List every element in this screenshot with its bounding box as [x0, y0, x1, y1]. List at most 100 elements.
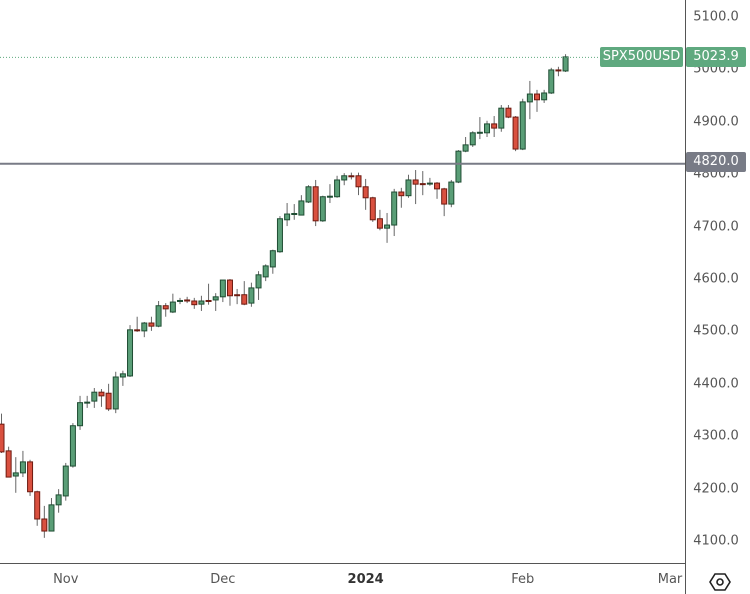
candle-up — [462, 144, 469, 152]
price-tick-label: 4200.0 — [693, 481, 739, 497]
candle-down — [234, 294, 241, 297]
candle-up — [155, 305, 162, 327]
candle-up — [169, 301, 176, 313]
candle-up — [119, 373, 126, 378]
candle-down — [434, 182, 441, 190]
candle-up — [405, 179, 412, 197]
candle-down — [205, 299, 212, 302]
candle-down — [369, 197, 376, 221]
candle-down — [412, 179, 419, 185]
candle-up — [291, 213, 298, 215]
candle-down — [534, 93, 540, 101]
candle-down — [191, 300, 198, 306]
time-tick-label: Nov — [53, 572, 79, 587]
candle-down — [355, 175, 362, 188]
candle-up — [548, 69, 555, 94]
candle-up — [255, 274, 262, 289]
candle-down — [98, 391, 105, 397]
candle-up — [141, 322, 148, 332]
candle-down — [184, 299, 191, 302]
candle-up — [248, 287, 255, 304]
candle-up — [455, 150, 462, 183]
candle-down — [312, 186, 319, 222]
candle-down — [226, 279, 233, 297]
price-tick-label: 4500.0 — [693, 323, 739, 339]
candle-up — [326, 195, 333, 198]
candle-down — [555, 69, 562, 72]
price-tick-label: 4600.0 — [693, 271, 739, 287]
candles — [0, 54, 569, 538]
candle-down — [0, 423, 5, 453]
candle-up — [127, 329, 134, 377]
candle-down — [348, 175, 355, 178]
candle-up — [69, 425, 76, 467]
price-tick-label: 4100.0 — [693, 533, 739, 549]
candle-up — [426, 182, 433, 185]
candle-up — [305, 186, 312, 203]
candle-down — [41, 518, 48, 532]
candle-up — [341, 175, 348, 181]
candle-down — [105, 392, 112, 410]
symbol-label: SPX500USD — [600, 47, 683, 67]
candle-up — [198, 300, 205, 305]
candle-down — [512, 116, 519, 150]
candle-down — [5, 450, 12, 478]
candle-up — [284, 213, 291, 221]
candle-down — [441, 188, 448, 205]
candle-up — [77, 402, 84, 427]
candle-down — [398, 191, 405, 197]
price-tick-label: 4400.0 — [693, 376, 739, 392]
candle-up — [498, 107, 505, 129]
candle-down — [376, 218, 383, 229]
candle-down — [162, 305, 169, 310]
candle-up — [48, 504, 55, 532]
candle-up — [112, 376, 119, 410]
candle-up — [298, 200, 305, 216]
candle-up — [541, 92, 548, 101]
candle-up — [319, 196, 326, 222]
candle-up — [334, 179, 341, 198]
candle-up — [276, 218, 283, 253]
candle-up — [384, 224, 391, 229]
candle-up — [219, 279, 226, 298]
time-tick-label: 2024 — [347, 572, 384, 587]
candle-down — [148, 322, 155, 327]
candle-up — [519, 101, 526, 150]
candle-up — [262, 265, 269, 278]
candle-down — [491, 123, 498, 129]
candle-up — [269, 250, 276, 268]
price-tick-label: 4900.0 — [693, 114, 739, 130]
candle-down — [27, 461, 34, 493]
price-tick-label: 4300.0 — [693, 428, 739, 444]
candle-up — [212, 296, 219, 301]
time-tick-label: Dec — [210, 572, 236, 587]
candle-down — [241, 294, 248, 305]
candle-up — [84, 401, 91, 404]
candle-up — [391, 191, 398, 226]
price-tick-label: 4700.0 — [693, 219, 739, 235]
settings-icon[interactable] — [709, 572, 731, 592]
candle-down — [505, 107, 512, 118]
horizontal-level-label: 4820.0 — [686, 152, 746, 172]
time-tick-label: Mar — [657, 572, 683, 587]
candle-up — [177, 299, 183, 302]
candle-down — [362, 186, 369, 199]
candle-up — [91, 391, 98, 402]
time-tick-label: Feb — [511, 572, 535, 587]
candle-up — [19, 461, 26, 474]
last-price-label: 5023.9 — [686, 47, 746, 67]
candle-up — [55, 494, 62, 506]
candle-up — [562, 56, 569, 72]
price-tick-label: 5100.0 — [693, 9, 739, 25]
candle-down — [419, 183, 426, 186]
candle-up — [476, 131, 483, 134]
candle-down — [34, 491, 41, 520]
candle-up — [12, 472, 19, 477]
candle-down — [134, 329, 141, 332]
candle-up — [62, 465, 69, 497]
candle-up — [469, 132, 476, 146]
candle-up — [448, 181, 455, 205]
candle-up — [484, 123, 491, 134]
candle-up — [526, 93, 533, 103]
